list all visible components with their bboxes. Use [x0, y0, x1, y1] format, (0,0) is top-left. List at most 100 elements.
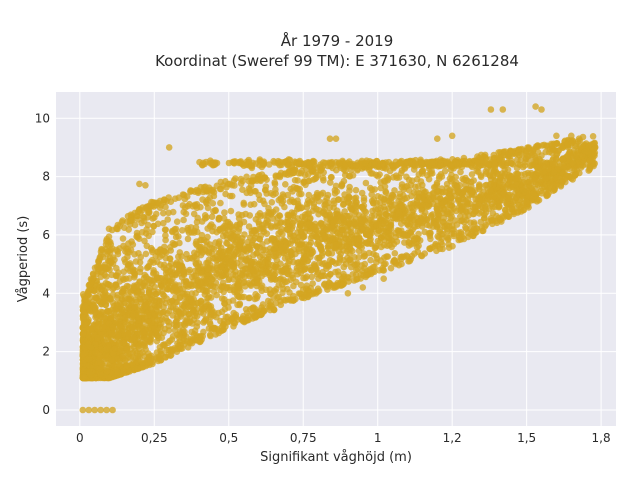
scatter-point: [114, 221, 122, 229]
scatter-point: [265, 208, 272, 216]
scatter-point: [96, 254, 104, 261]
scatter-point: [422, 202, 430, 209]
scatter-point: [282, 181, 289, 188]
scatter-point: [99, 282, 106, 290]
scatter-point: [363, 157, 370, 164]
scatter-point: [110, 284, 117, 292]
scatter-point: [496, 203, 503, 210]
scatter-point: [255, 260, 263, 268]
scatter-point: [97, 248, 105, 255]
scatter-point: [279, 285, 287, 293]
scatter-point: [190, 210, 198, 218]
scatter-point: [344, 254, 351, 262]
scatter-point: [326, 135, 334, 142]
scatter-point: [286, 257, 293, 265]
scatter-point: [386, 200, 394, 208]
scatter-point: [327, 270, 334, 278]
scatter-point: [229, 158, 237, 166]
scatter-point: [398, 181, 406, 188]
scatter-point: [277, 260, 284, 268]
scatter-point: [225, 276, 232, 284]
scatter-point: [144, 316, 152, 324]
scatter-point: [141, 279, 149, 286]
scatter-point: [217, 227, 224, 234]
scatter-point: [569, 176, 576, 183]
scatter-point: [207, 310, 215, 318]
scatter-point: [333, 166, 340, 174]
scatter-point: [308, 273, 316, 281]
scatter-point: [97, 371, 104, 378]
scatter-point: [180, 341, 188, 348]
scatter-point: [158, 251, 166, 259]
scatter-point: [504, 159, 511, 167]
scatter-point: [386, 223, 393, 231]
scatter-point: [306, 291, 314, 299]
scatter-point: [482, 160, 490, 167]
scatter-point: [119, 235, 127, 242]
scatter-point: [467, 162, 475, 169]
scatter-point: [569, 159, 576, 167]
scatter-point: [232, 248, 240, 256]
scatter-point: [222, 190, 229, 198]
scatter-point: [430, 184, 438, 191]
scatter-point: [351, 261, 358, 269]
scatter-point: [376, 221, 383, 228]
scatter-point: [215, 240, 223, 247]
scatter-point: [443, 210, 451, 218]
scatter-point: [481, 211, 488, 218]
scatter-point: [153, 337, 161, 345]
scatter-point: [109, 254, 117, 261]
scatter-point: [183, 250, 190, 258]
scatter-point: [235, 228, 242, 235]
scatter-point: [196, 333, 203, 341]
scatter-point: [346, 212, 353, 220]
scatter-point: [134, 208, 142, 216]
scatter-point: [462, 224, 469, 231]
scatter-point: [428, 170, 436, 177]
scatter-point: [109, 406, 116, 414]
scatter-point: [134, 365, 141, 373]
scatter-point: [426, 245, 434, 253]
scatter-point: [190, 229, 198, 236]
scatter-point: [368, 191, 376, 198]
scatter-point: [389, 206, 396, 213]
scatter-point: [307, 239, 315, 246]
scatter-point: [503, 212, 511, 220]
scatter-point: [324, 249, 332, 257]
scatter-point: [278, 243, 286, 251]
scatter-point: [169, 312, 177, 319]
scatter-point: [398, 201, 406, 209]
scatter-point: [354, 227, 361, 235]
scatter-point: [405, 258, 412, 265]
scatter-point: [156, 274, 163, 282]
scatter-point: [505, 195, 512, 202]
scatter-point: [267, 306, 274, 314]
scatter-point: [115, 340, 123, 347]
scatter-point: [208, 187, 216, 194]
scatter-point: [513, 164, 521, 172]
scatter-point: [260, 161, 267, 169]
scatter-point: [351, 195, 358, 202]
scatter-point: [105, 225, 113, 233]
scatter-point: [428, 158, 436, 166]
scatter-point: [252, 188, 259, 195]
scatter-point: [136, 180, 143, 188]
scatter-point: [204, 204, 212, 212]
scatter-point: [91, 406, 98, 414]
scatter-point: [187, 281, 195, 288]
scatter-point: [94, 334, 101, 342]
scatter-point: [491, 161, 498, 168]
scatter-point: [281, 203, 288, 211]
scatter-point: [79, 351, 87, 359]
scatter-point: [352, 186, 360, 194]
scatter-point: [329, 236, 336, 243]
scatter-point: [472, 204, 479, 211]
scatter-point: [140, 328, 147, 336]
scatter-point: [180, 321, 188, 328]
scatter-point: [319, 162, 327, 170]
scatter-point: [260, 246, 267, 254]
scatter-point: [496, 180, 503, 188]
scatter-point: [215, 329, 222, 337]
scatter-point: [126, 275, 133, 282]
scatter-point: [194, 319, 201, 327]
